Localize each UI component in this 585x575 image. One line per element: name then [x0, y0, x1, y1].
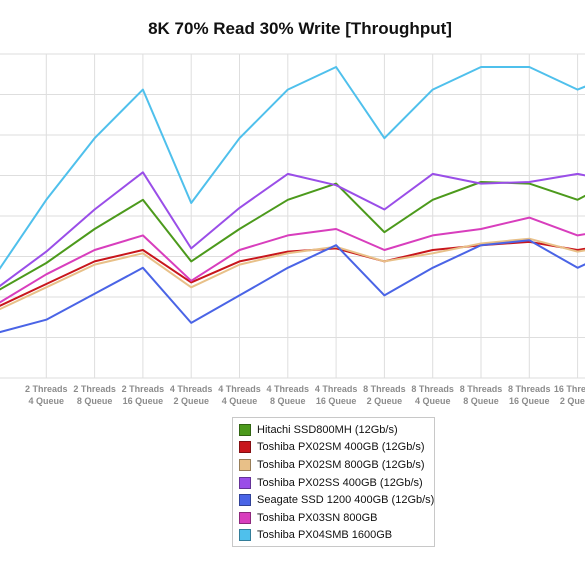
x-tick-label-line: 8 Queue: [463, 396, 499, 406]
series-line-6: [0, 66, 585, 270]
legend-swatch: [239, 511, 251, 524]
x-tick-label: 16 Threads 2 Queue: [554, 384, 585, 406]
legend-label: Toshiba PX02SS 400GB (12Gb/s): [257, 476, 423, 489]
x-tick-label-line: 16 Threads: [554, 384, 585, 394]
x-tick-label-line: 4 Threads: [218, 384, 261, 394]
legend-swatch: [239, 529, 251, 542]
chart-title: 8K 70% Read 30% Write [Throughput]: [148, 19, 452, 38]
legend-item: Toshiba PX03SN 800GB: [239, 509, 434, 527]
x-tick-label-line: 8 Threads: [363, 384, 406, 394]
legend-item: Toshiba PX02SM 800GB (12Gb/s): [239, 456, 434, 474]
x-tick-label-line: 2 Queue: [173, 396, 209, 406]
x-tick-label-line: 8 Threads: [411, 384, 454, 394]
x-tick-label-line: 16 Queue: [509, 396, 550, 406]
series-line-4: [0, 239, 585, 334]
x-tick-label-line: 4 Queue: [29, 396, 65, 406]
x-tick-label-line: 2 Queue: [560, 396, 585, 406]
legend-swatch: [239, 494, 251, 507]
x-tick-label-line: 2 Threads: [122, 384, 165, 394]
legend: Hitachi SSD800MH (12Gb/s) Toshiba PX02SM …: [232, 417, 435, 547]
x-tick-label: 4 Threads 2 Queue: [170, 384, 213, 406]
legend-item: Seagate SSD 1200 400GB (12Gb/s): [239, 491, 434, 509]
x-tick-label: 2 Threads 8 Queue: [73, 384, 116, 406]
legend-label: Toshiba PX02SM 800GB (12Gb/s): [257, 458, 425, 471]
x-tick-label-line: 2 Threads: [25, 384, 68, 394]
x-tick-label-line: 4 Threads: [267, 384, 310, 394]
legend-swatch: [239, 476, 251, 489]
x-tick-label: 8 Threads 8 Queue: [460, 384, 503, 406]
x-tick-label-line: 16 Queue: [316, 396, 357, 406]
x-tick-label: 2 Threads 4 Queue: [25, 384, 68, 406]
x-tick-label: 4 Threads 4 Queue: [218, 384, 261, 406]
legend-item: Toshiba PX04SMB 1600GB: [239, 527, 434, 545]
legend-item: Toshiba PX02SM 400GB (12Gb/s): [239, 439, 434, 457]
x-tick-label-line: 8 Threads: [460, 384, 503, 394]
series-lines: [0, 66, 585, 334]
x-tick-label: 4 Threads 8 Queue: [267, 384, 310, 406]
legend-label: Seagate SSD 1200 400GB (12Gb/s): [257, 494, 435, 507]
series-line-3: [0, 171, 585, 288]
x-tick-label: 8 Threads 2 Queue: [363, 384, 406, 406]
x-tick-label-line: 2 Threads: [73, 384, 116, 394]
legend-label: Hitachi SSD800MH (12Gb/s): [257, 423, 398, 436]
x-tick-label-line: 4 Threads: [170, 384, 213, 394]
x-tick-label-line: 16 Queue: [123, 396, 164, 406]
legend-swatch: [239, 441, 251, 454]
legend-swatch: [239, 423, 251, 436]
x-tick-label: 8 Threads 4 Queue: [411, 384, 454, 406]
x-tick-label: 2 Threads 16 Queue: [122, 384, 165, 406]
series-line-0: [0, 181, 585, 291]
legend-item: Hitachi SSD800MH (12Gb/s): [239, 421, 434, 439]
x-tick-label-line: 8 Threads: [508, 384, 551, 394]
legend-label: Toshiba PX02SM 400GB (12Gb/s): [257, 441, 425, 454]
x-tick-label: 8 Threads 16 Queue: [508, 384, 551, 406]
legend-item: Toshiba PX02SS 400GB (12Gb/s): [239, 474, 434, 492]
legend-swatch: [239, 458, 251, 471]
series-line-5: [0, 216, 585, 304]
x-tick-label-line: 4 Threads: [315, 384, 358, 394]
x-tick-label-line: 8 Queue: [270, 396, 306, 406]
legend-label: Toshiba PX04SMB 1600GB: [257, 529, 393, 542]
x-tick-label: 4 Threads 16 Queue: [315, 384, 358, 406]
x-tick-label-line: 2 Queue: [367, 396, 403, 406]
series-line-2: [0, 237, 585, 311]
x-tick-label-line: 4 Queue: [222, 396, 258, 406]
x-tick-label-line: 8 Queue: [77, 396, 113, 406]
legend-label: Toshiba PX03SN 800GB: [257, 511, 378, 524]
x-tick-label-line: 4 Queue: [415, 396, 451, 406]
